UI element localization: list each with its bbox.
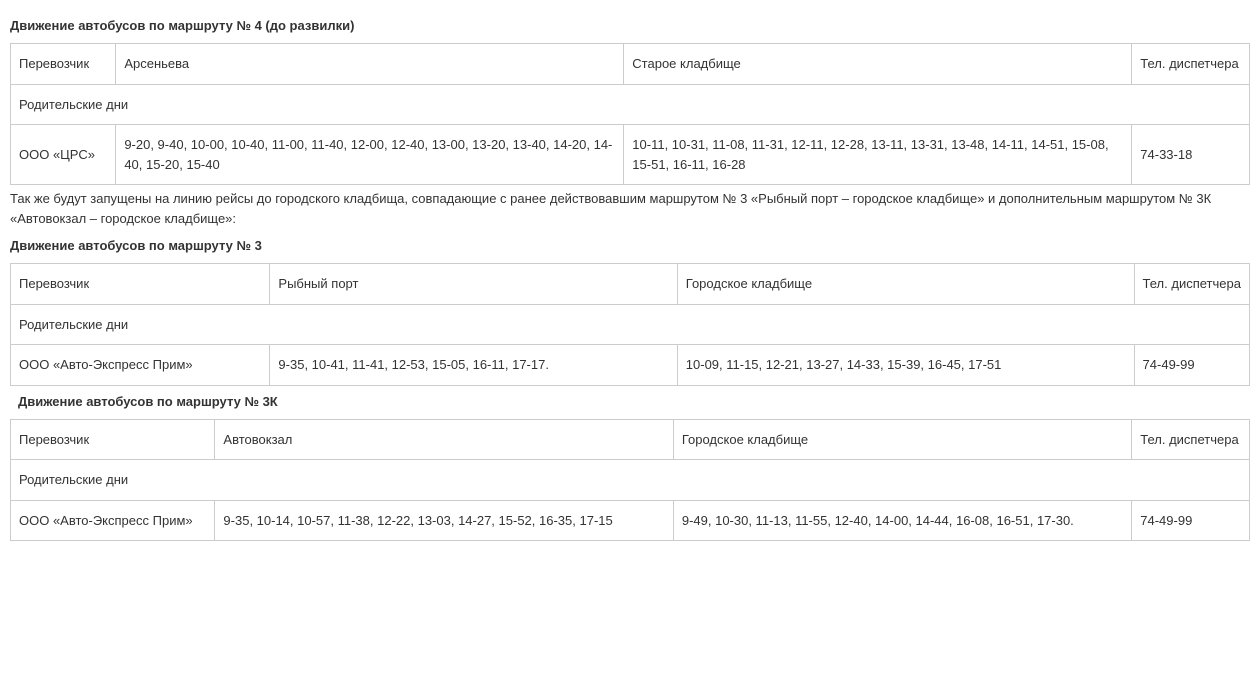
cell-stop2: 9-49, 10-30, 11-13, 11-55, 12-40, 14-00,… [673,500,1131,541]
section-label: Родительские дни [11,84,1250,125]
col-carrier: Перевозчик [11,419,215,460]
route4-table: Перевозчик Арсеньева Старое кладбище Тел… [10,43,1250,185]
col-phone: Тел. диспетчера [1134,264,1249,305]
cell-stop1: 9-35, 10-14, 10-57, 11-38, 12-22, 13-03,… [215,500,673,541]
section-row: Родительские дни [11,460,1250,501]
table-header-row: Перевозчик Автовокзал Городское кладбище… [11,419,1250,460]
table-row: ООО «ЦРС» 9-20, 9-40, 10-00, 10-40, 11-0… [11,125,1250,185]
col-stop1: Арсеньева [116,44,624,85]
cell-stop2: 10-11, 10-31, 11-08, 11-31, 12-11, 12-28… [624,125,1132,185]
table-header-row: Перевозчик Арсеньева Старое кладбище Тел… [11,44,1250,85]
section-row: Родительские дни [11,84,1250,125]
route3-heading: Движение автобусов по маршруту № 3 [10,238,1250,253]
cell-phone: 74-49-99 [1134,345,1249,386]
col-stop1: Автовокзал [215,419,673,460]
col-stop2: Старое кладбище [624,44,1132,85]
paragraph-additional-routes: Так же будут запущены на линию рейсы до … [10,189,1250,228]
table-header-row: Перевозчик Рыбный порт Городское кладбищ… [11,264,1250,305]
col-stop2: Городское кладбище [673,419,1131,460]
col-stop1: Рыбный порт [270,264,677,305]
table-row: ООО «Авто-Экспресс Прим» 9-35, 10-41, 11… [11,345,1250,386]
cell-stop1: 9-20, 9-40, 10-00, 10-40, 11-00, 11-40, … [116,125,624,185]
route3k-heading: Движение автобусов по маршруту № 3К [18,394,1250,409]
col-stop2: Городское кладбище [677,264,1134,305]
col-carrier: Перевозчик [11,44,116,85]
route3k-table: Перевозчик Автовокзал Городское кладбище… [10,419,1250,542]
cell-carrier: ООО «ЦРС» [11,125,116,185]
col-phone: Тел. диспетчера [1132,44,1250,85]
cell-phone: 74-33-18 [1132,125,1250,185]
section-row: Родительские дни [11,304,1250,345]
route4-heading: Движение автобусов по маршруту № 4 (до р… [10,18,1250,33]
table-row: ООО «Авто-Экспресс Прим» 9-35, 10-14, 10… [11,500,1250,541]
cell-carrier: ООО «Авто-Экспресс Прим» [11,500,215,541]
cell-stop2: 10-09, 11-15, 12-21, 13-27, 14-33, 15-39… [677,345,1134,386]
col-carrier: Перевозчик [11,264,270,305]
col-phone: Тел. диспетчера [1132,419,1250,460]
cell-phone: 74-49-99 [1132,500,1250,541]
section-label: Родительские дни [11,460,1250,501]
cell-stop1: 9-35, 10-41, 11-41, 12-53, 15-05, 16-11,… [270,345,677,386]
route3-table: Перевозчик Рыбный порт Городское кладбищ… [10,263,1250,386]
cell-carrier: ООО «Авто-Экспресс Прим» [11,345,270,386]
section-label: Родительские дни [11,304,1250,345]
